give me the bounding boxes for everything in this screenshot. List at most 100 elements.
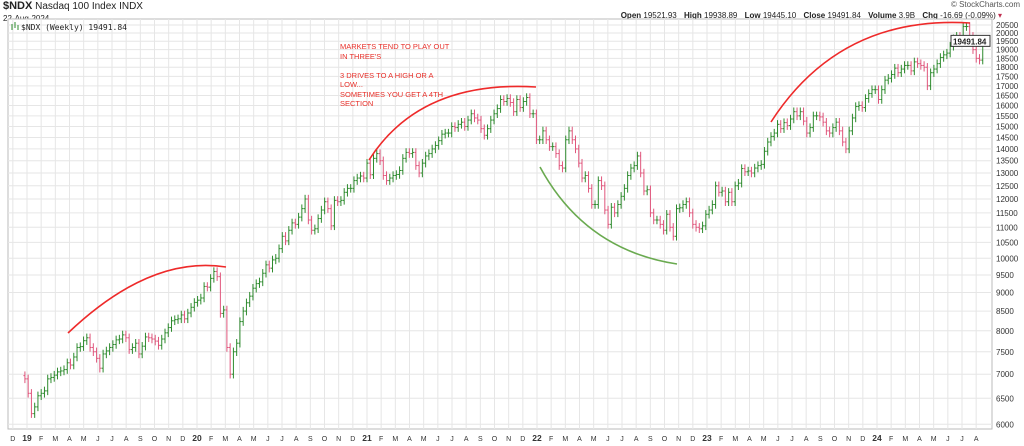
- y-tick-label: 16500: [996, 92, 1019, 101]
- price-bar: [857, 101, 861, 111]
- price-bar: [694, 220, 698, 232]
- x-tick-label: 20: [192, 433, 202, 443]
- price-bar: [476, 113, 480, 125]
- price-bar: [909, 61, 913, 76]
- price-bar: [192, 298, 196, 312]
- x-tick-label: M: [392, 436, 398, 443]
- price-bar: [114, 335, 118, 349]
- x-tick-label: M: [732, 436, 738, 443]
- price-bar: [473, 109, 477, 123]
- y-tick-label: 18000: [996, 63, 1019, 72]
- price-bar: [512, 98, 516, 116]
- price-bar: [78, 342, 82, 352]
- y-tick-label: 10000: [996, 254, 1019, 263]
- price-bar: [596, 176, 600, 209]
- price-bar: [486, 124, 490, 140]
- y-tick-label: 7500: [996, 348, 1014, 357]
- x-tick-label: A: [237, 436, 242, 443]
- copyright: © StockCharts.com: [950, 0, 1020, 9]
- price-bar: [658, 215, 662, 229]
- price-bar: [945, 48, 949, 60]
- x-tick-label: O: [152, 436, 158, 443]
- price-bar: [287, 226, 291, 246]
- price-bar: [479, 115, 483, 133]
- x-tick-label: 24: [872, 433, 882, 443]
- price-bar: [668, 210, 672, 232]
- price-bar: [271, 255, 275, 273]
- price-bar: [225, 305, 229, 352]
- x-tick-label: F: [379, 436, 383, 443]
- price-bar: [626, 171, 630, 193]
- price-bar: [645, 185, 649, 196]
- price-bar: [349, 184, 353, 193]
- price-bar: [104, 346, 108, 359]
- price-bar: [886, 74, 890, 85]
- price-bar: [492, 109, 496, 125]
- price-bar: [267, 260, 271, 273]
- price-bar: [632, 161, 636, 173]
- high-label: High: [684, 11, 702, 20]
- x-tick-label: J: [790, 436, 794, 443]
- price-bar: [691, 208, 695, 229]
- y-tick-label: 19000: [996, 46, 1019, 55]
- price-bar: [166, 323, 170, 338]
- y-tick-label: 17000: [996, 82, 1019, 91]
- price-bar: [257, 277, 261, 288]
- price-bar: [850, 113, 854, 136]
- price-bar: [215, 267, 219, 281]
- price-bar: [186, 308, 190, 324]
- plot-area: [7, 18, 993, 430]
- y-tick-label: 13500: [996, 157, 1019, 166]
- price-bar: [554, 142, 558, 158]
- price-bar: [495, 104, 499, 119]
- y-tick-label: 20500: [996, 21, 1019, 30]
- x-tick-label: M: [222, 436, 228, 443]
- y-tick-label: 19500: [996, 37, 1019, 46]
- x-tick-label: D: [860, 436, 865, 443]
- price-bar: [818, 111, 822, 122]
- price-bar: [72, 352, 76, 370]
- close-label: Close: [803, 11, 826, 20]
- price-bar: [323, 197, 327, 215]
- price-bar: [681, 200, 685, 213]
- price-bar: [456, 120, 460, 132]
- price-bar: [29, 389, 33, 418]
- price-bar: [508, 94, 512, 107]
- y-tick-label: 13000: [996, 169, 1019, 178]
- x-tick-label: D: [180, 436, 185, 443]
- price-bar: [46, 374, 50, 396]
- price-bar: [111, 340, 115, 352]
- price-bar: [199, 293, 203, 305]
- price-bar: [674, 204, 678, 241]
- x-tick-label: A: [577, 436, 582, 443]
- annotation-arc-1: [67, 264, 227, 334]
- price-bar: [922, 61, 926, 72]
- price-bar: [310, 215, 314, 235]
- price-bar: [528, 93, 532, 119]
- price-bar: [759, 160, 763, 170]
- price-bar: [228, 343, 232, 379]
- price-bar: [499, 95, 503, 113]
- y-tick-label: 7000: [996, 370, 1014, 379]
- price-bar: [430, 144, 434, 158]
- price-bar: [870, 85, 874, 98]
- price-bar: [502, 95, 506, 106]
- x-tick-label: M: [562, 436, 568, 443]
- legend-text: $NDX (Weekly) 19491.84: [21, 23, 127, 32]
- price-bar: [821, 112, 825, 127]
- y-tick-label: 10500: [996, 238, 1019, 247]
- price-bar: [121, 330, 125, 344]
- y-tick-label: 17500: [996, 72, 1019, 81]
- price-bar: [704, 210, 708, 231]
- open-label: Open: [620, 11, 642, 20]
- y-tick-label: 14500: [996, 134, 1019, 143]
- x-tick-label: F: [719, 436, 723, 443]
- price-bar: [753, 163, 757, 178]
- price-bar: [590, 184, 594, 209]
- price-bar: [932, 64, 936, 77]
- price-bar: [264, 260, 268, 278]
- x-tick-label: J: [620, 436, 624, 443]
- svg-text:19491.84: 19491.84: [953, 37, 987, 46]
- x-tick-label: O: [832, 436, 838, 443]
